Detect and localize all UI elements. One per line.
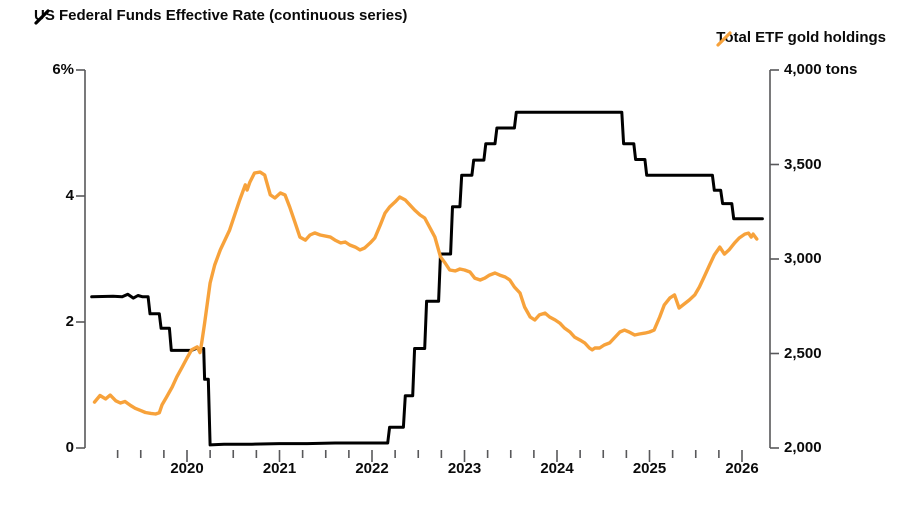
legend-label-fed-funds: US Federal Funds Effective Rate (continu… bbox=[34, 7, 408, 24]
y-axis-right-tick-label: 2,500 bbox=[784, 344, 822, 362]
fed-funds-rate-line bbox=[90, 110, 764, 447]
y-axis-left-tick-label: 6% bbox=[52, 61, 74, 78]
x-axis-year-label: 2020 bbox=[170, 460, 204, 477]
legend-item-gold-holdings: Total ETF gold holdings bbox=[716, 28, 886, 48]
gold-holdings-line bbox=[92, 170, 759, 416]
y-axis-right-tick-label: 3,500 bbox=[784, 155, 822, 173]
x-axis-year-label: 2026 bbox=[725, 460, 759, 477]
fed-funds-line-swatch-icon bbox=[34, 9, 50, 25]
legend-item-fed-funds: US Federal Funds Effective Rate (continu… bbox=[34, 6, 407, 26]
y-axis-left-tick-label: 2 bbox=[65, 313, 74, 330]
x-axis-year-label: 2024 bbox=[540, 460, 574, 477]
y-axis-left-tick-label: 4 bbox=[65, 187, 74, 204]
y-axis-right-tick-label: 2,000 bbox=[784, 439, 822, 456]
x-axis-year-label: 2021 bbox=[262, 460, 297, 477]
x-axis-year-label: 2022 bbox=[355, 460, 389, 477]
x-axis-year-label: 2025 bbox=[632, 460, 667, 477]
x-axis-year-label: 2023 bbox=[447, 460, 482, 477]
y-axis-right-tick-label: 4,000 tons bbox=[784, 61, 858, 78]
legend-label-gold-holdings: Total ETF gold holdings bbox=[716, 29, 886, 46]
y-axis-left-tick-label: 0 bbox=[65, 439, 74, 456]
y-axis-right-tick-label: 3,000 bbox=[784, 250, 822, 267]
gold-holdings-line-swatch-icon bbox=[716, 31, 732, 47]
